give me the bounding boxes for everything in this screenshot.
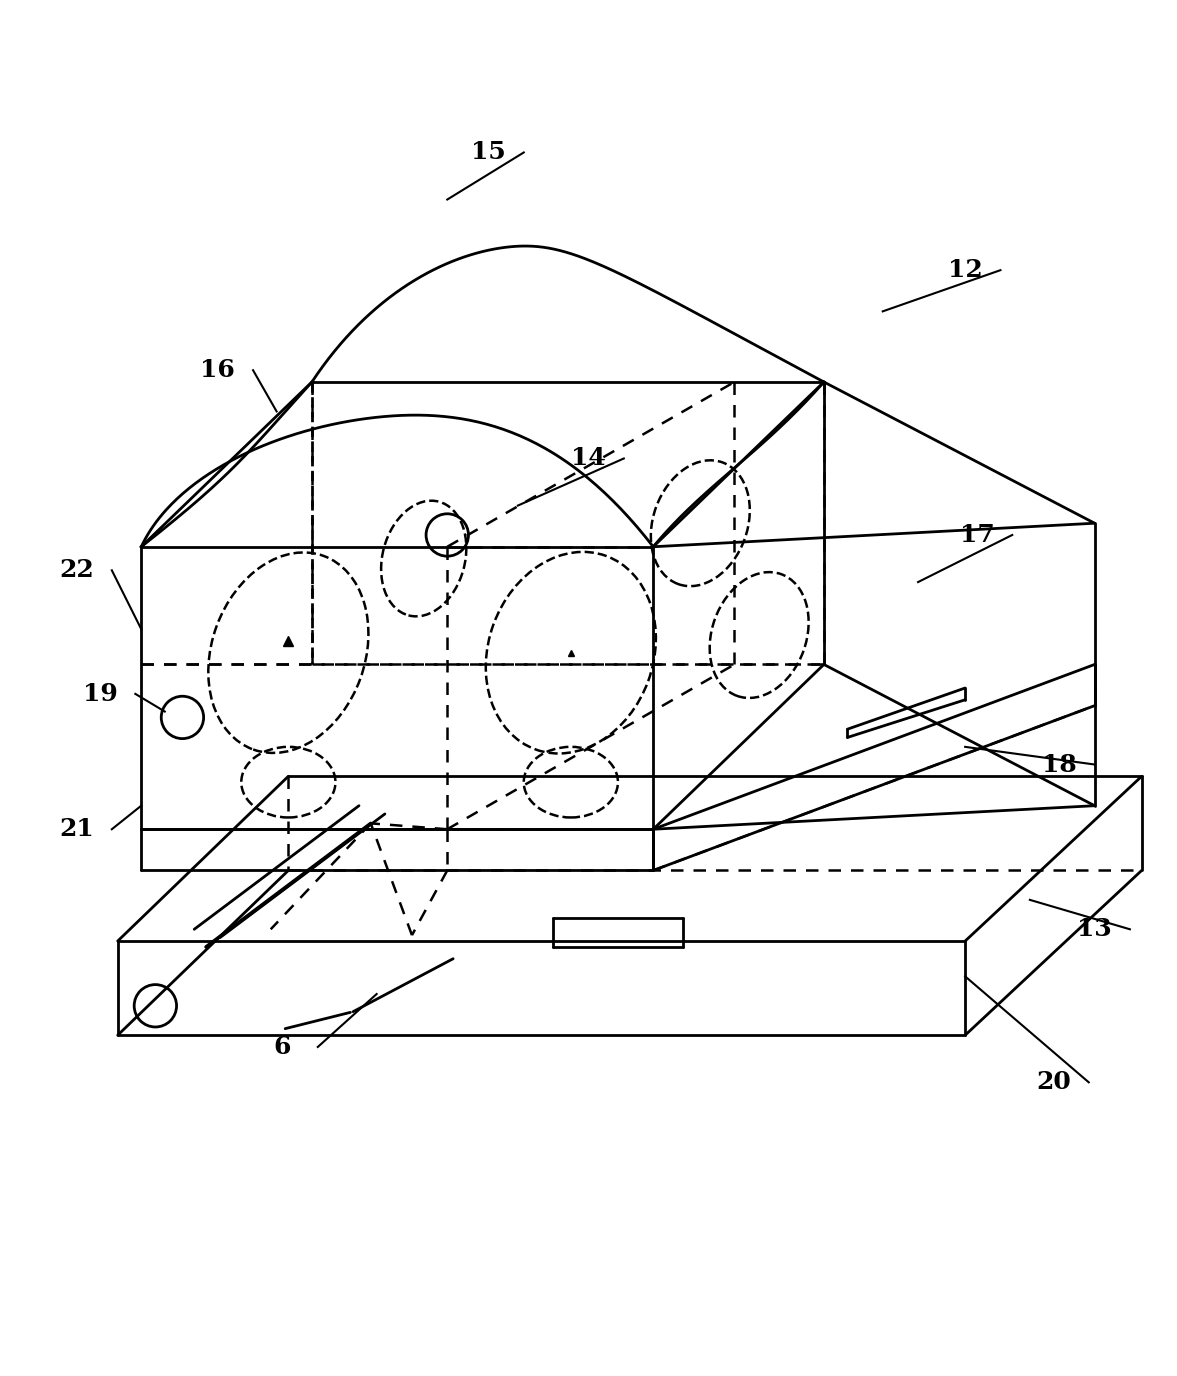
Text: 18: 18: [1042, 753, 1077, 776]
Text: 12: 12: [947, 259, 983, 282]
Text: 21: 21: [59, 817, 94, 841]
Text: 17: 17: [959, 523, 995, 548]
Text: 15: 15: [471, 140, 506, 165]
Text: 13: 13: [1077, 918, 1112, 941]
Text: 22: 22: [59, 559, 94, 582]
Text: 16: 16: [200, 358, 235, 383]
Text: 6: 6: [274, 1035, 291, 1060]
Text: 19: 19: [82, 682, 118, 706]
Text: 14: 14: [571, 446, 606, 471]
Text: 20: 20: [1036, 1071, 1071, 1094]
